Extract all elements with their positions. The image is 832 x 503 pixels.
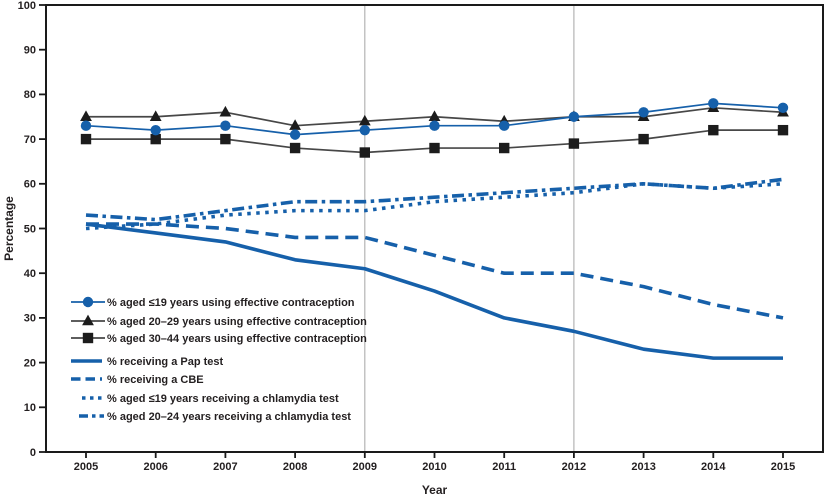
x-tick-label: 2005 (74, 461, 98, 473)
legend-label: % aged 20–24 years receiving a chlamydia… (107, 411, 351, 423)
data-point-circle (638, 107, 649, 118)
data-point-circle (708, 98, 719, 109)
data-point-circle (359, 124, 370, 136)
data-point-triangle (149, 110, 162, 121)
legend-item-contraception-20-29: % aged 20–29 years using effective contr… (71, 314, 367, 328)
legend-item-chlamydia-20-24: % aged 20–24 years receiving a chlamydia… (79, 411, 351, 423)
data-point-square (150, 133, 161, 145)
data-point-triangle (80, 110, 92, 121)
x-tick-label: 2012 (562, 461, 586, 473)
legend-item-pap-test: % receiving a Pap test (71, 356, 223, 368)
series-line-cbe (86, 222, 784, 320)
y-tick-label: 40 (24, 268, 36, 280)
series-pap-test (85, 222, 783, 360)
data-point-triangle (82, 314, 94, 326)
data-point-circle (289, 129, 301, 140)
data-point-circle (82, 296, 94, 308)
x-tick-label: 2008 (283, 461, 307, 473)
y-tick-label: 50 (24, 223, 36, 235)
x-axis-title: Year (422, 483, 448, 497)
legend-item-cbe: % receiving a CBE (71, 374, 204, 386)
series-contraception-le19 (80, 98, 789, 140)
data-point-square (708, 124, 719, 136)
legend-label: % aged 20–29 years using effective contr… (107, 316, 367, 328)
data-point-circle (499, 120, 510, 131)
data-point-circle (777, 102, 789, 114)
y-tick-label: 60 (24, 179, 36, 191)
y-tick-label: 20 (24, 357, 36, 369)
legend: % aged ≤19 years using effective contrac… (71, 296, 367, 423)
series-contraception-30-44 (80, 124, 789, 158)
x-tick-label: 2010 (422, 461, 446, 473)
series-cbe (86, 222, 784, 320)
legend-label: % aged ≤19 years using effective contrac… (107, 297, 355, 309)
series-chlamydia-le19 (85, 182, 784, 231)
data-point-triangle (289, 119, 301, 130)
data-point-circle (150, 124, 161, 136)
data-point-square (82, 332, 94, 344)
x-tick-label: 2007 (213, 461, 237, 473)
y-tick-label: 70 (24, 134, 36, 146)
legend-item-contraception-le19: % aged ≤19 years using effective contrac… (71, 296, 355, 309)
data-point-circle (568, 111, 580, 122)
series-line-chlamydia-le19 (85, 182, 784, 231)
legend-label: % aged 30–44 years using effective contr… (107, 333, 367, 345)
data-point-square (638, 133, 649, 145)
data-point-square (220, 133, 231, 145)
x-tick-label: 2014 (701, 461, 726, 473)
y-tick-label: 80 (24, 89, 36, 101)
data-point-square (359, 147, 370, 158)
legend-label: % receiving a CBE (107, 374, 204, 386)
legend-item-chlamydia-le19: % aged ≤19 years receiving a chlamydia t… (82, 393, 339, 405)
y-axis-title: Percentage (2, 196, 16, 261)
legend-label: % receiving a Pap test (107, 356, 223, 368)
data-point-circle (220, 120, 231, 131)
data-point-square (568, 138, 580, 149)
y-tick-label: 90 (24, 45, 36, 57)
y-tick-label: 0 (30, 447, 36, 459)
x-tick-label: 2006 (143, 461, 167, 473)
series-line-chlamydia-20-24 (85, 177, 784, 222)
legend-item-contraception-30-44: % aged 30–44 years using effective contr… (71, 332, 367, 345)
series-chlamydia-20-24 (85, 177, 784, 222)
data-point-triangle (219, 105, 232, 117)
legend-label: % aged ≤19 years receiving a chlamydia t… (107, 393, 339, 405)
y-tick-label: 10 (24, 402, 36, 414)
data-point-square (777, 124, 789, 136)
data-point-triangle (358, 114, 371, 126)
x-tick-label: 2011 (492, 461, 516, 473)
y-tick-label: 30 (24, 313, 36, 325)
data-point-square (429, 142, 440, 154)
data-point-square (499, 142, 510, 154)
data-point-circle (429, 120, 440, 131)
data-point-square (80, 133, 92, 145)
data-point-square (289, 142, 301, 154)
data-point-triangle (428, 110, 441, 121)
x-tick-label: 2009 (353, 461, 377, 473)
y-tick-label: 100 (18, 0, 36, 12)
data-point-circle (80, 120, 92, 131)
x-tick-label: 2013 (631, 461, 655, 473)
x-tick-label: 2015 (771, 461, 795, 473)
series-line-pap-test (85, 222, 783, 360)
